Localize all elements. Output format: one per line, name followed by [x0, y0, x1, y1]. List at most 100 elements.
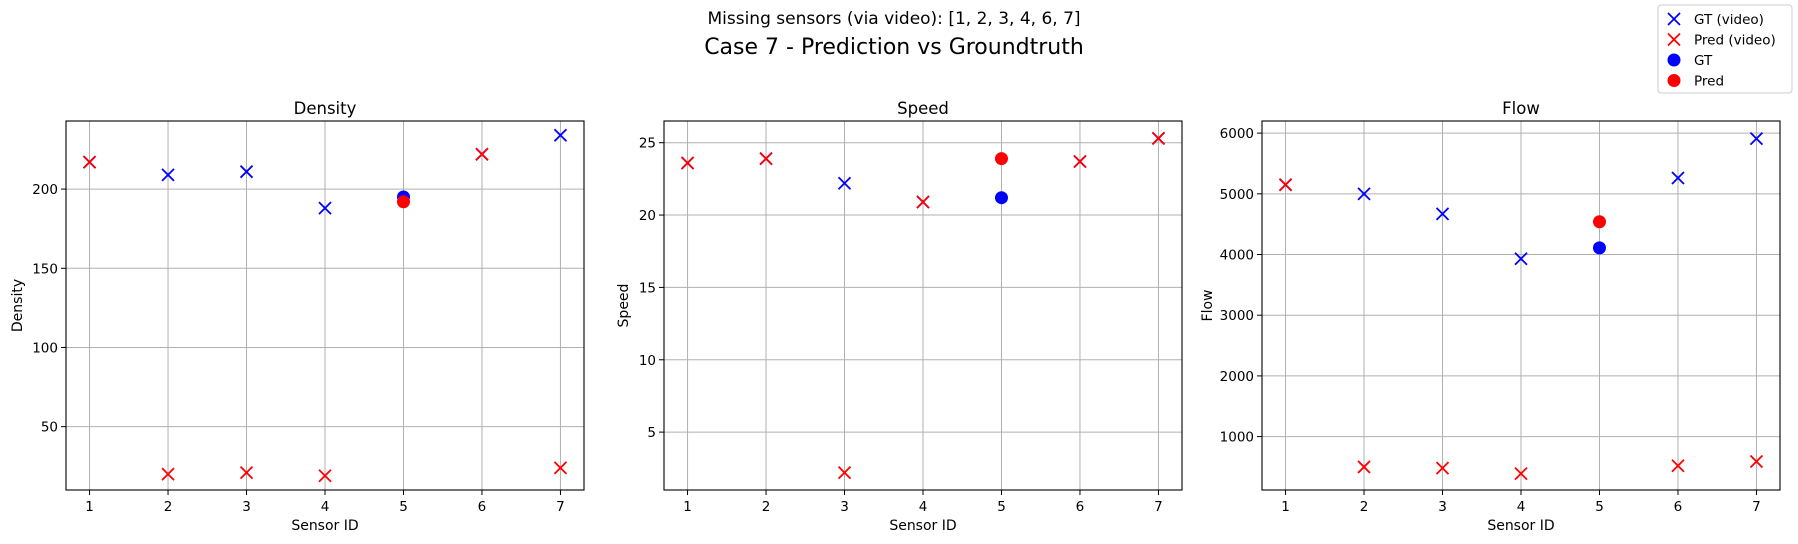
- y-tick-label: 15: [639, 280, 656, 296]
- series-gt-video: [1278, 131, 1764, 266]
- y-tick-label: 5: [647, 425, 656, 441]
- x-tick-label: 5: [997, 499, 1006, 515]
- figure-title: Case 7 - Prediction vs Groundtruth: [704, 35, 1084, 60]
- y-axis-label: Flow: [1200, 290, 1216, 322]
- legend-label: GT (video): [1694, 12, 1764, 28]
- x-tick-label: 6: [478, 499, 487, 515]
- data-point-x-marker: [318, 469, 332, 483]
- y-tick-label: 10: [639, 353, 656, 369]
- figure-suptitle: Missing sensors (via video): [1, 2, 3, 4…: [707, 9, 1080, 29]
- y-tick-label: 200: [32, 182, 58, 198]
- data-point-x-marker: [1435, 207, 1450, 221]
- data-point-x-marker: [553, 461, 568, 475]
- x-tick-label: 7: [1154, 499, 1163, 515]
- data-point-x-marker: [475, 147, 489, 161]
- legend-entry: GT: [1667, 53, 1713, 69]
- data-point-x-marker: [1514, 466, 1528, 481]
- x-tick-label: 1: [85, 499, 94, 515]
- data-point-x-marker: [161, 168, 175, 182]
- y-tick-label: 1000: [1220, 430, 1254, 446]
- series-pred-video: [82, 147, 568, 483]
- y-tick-label: 2000: [1220, 369, 1254, 385]
- data-point-x-marker: [1514, 252, 1528, 266]
- series-pred-video: [680, 131, 1166, 480]
- legend-x-marker: [1667, 32, 1681, 47]
- data-point-dot: [1592, 215, 1606, 229]
- axes-frame: [65, 120, 585, 491]
- subplot-flow: 1 2 3 4 5 6 7 1000 2000 3000 4000 5000 6000 Flow Senso…: [1200, 99, 1781, 534]
- series-pred: [994, 152, 1008, 166]
- y-tick-label: 4000: [1220, 248, 1254, 264]
- x-tick-label: 2: [762, 499, 771, 515]
- x-tick-label: 5: [399, 499, 408, 515]
- x-axis-label: Sensor ID: [1487, 518, 1554, 534]
- series-gt: [994, 191, 1008, 205]
- x-tick-label: 3: [840, 499, 849, 515]
- series-pred-video: [1278, 178, 1764, 481]
- y-tick-label: 3000: [1220, 308, 1254, 324]
- legend-label: Pred (video): [1694, 33, 1776, 49]
- x-tick-label: 7: [1752, 499, 1761, 515]
- y-tick-label: 20: [639, 208, 656, 224]
- data-point-x-marker: [1151, 131, 1166, 146]
- y-tick-label: 6000: [1220, 126, 1254, 142]
- series-pred: [1592, 215, 1606, 229]
- legend: GT (video) Pred (video) GT Pred: [1657, 4, 1793, 94]
- subplot-title: Density: [294, 99, 357, 118]
- data-point-x-marker: [1749, 131, 1764, 146]
- x-tick-label: 2: [164, 499, 173, 515]
- x-tick-label: 2: [1360, 499, 1369, 515]
- data-point-x-marker: [916, 195, 930, 209]
- data-point-x-marker: [680, 156, 695, 170]
- data-point-x-marker: [1671, 171, 1685, 185]
- legend-entry: GT (video): [1667, 12, 1764, 28]
- legend-dot-marker: [1667, 53, 1681, 67]
- legend-entry: Pred (video): [1667, 32, 1776, 49]
- data-point-x-marker: [1435, 461, 1450, 475]
- data-point-dot: [994, 152, 1008, 166]
- x-tick-label: 6: [1674, 499, 1683, 515]
- subplot-speed: 1 2 3 4 5 6 7 5 10 15 20 25 Speed Sensor ID Speed: [616, 99, 1183, 534]
- data-point-x-marker: [82, 155, 97, 169]
- legend-x-marker: [1667, 12, 1681, 26]
- subplot-title: Flow: [1502, 99, 1540, 118]
- data-point-x-marker: [318, 201, 332, 215]
- data-point-x-marker: [1357, 460, 1371, 474]
- axes-frame: [1261, 120, 1781, 491]
- data-point-x-marker: [759, 151, 773, 166]
- data-point-x-marker: [1749, 454, 1764, 469]
- y-tick-label: 150: [32, 261, 58, 277]
- data-point-dot: [396, 195, 410, 209]
- data-point-x-marker: [1278, 178, 1293, 192]
- x-tick-label: 4: [919, 499, 928, 515]
- data-point-x-marker: [1073, 154, 1087, 169]
- axes-frame: [663, 120, 1183, 491]
- data-point-x-marker: [1671, 459, 1685, 473]
- data-point-x-marker: [837, 465, 852, 480]
- y-axis-label: Density: [10, 279, 26, 332]
- legend-dot-marker: [1667, 74, 1681, 87]
- data-point-x-marker: [239, 165, 254, 179]
- y-axis-label: Speed: [616, 284, 632, 328]
- legend-entry: Pred: [1667, 74, 1724, 90]
- x-tick-label: 4: [1517, 499, 1526, 515]
- y-tick-label: 25: [639, 136, 656, 152]
- data-point-x-marker: [239, 465, 254, 480]
- y-tick-label: 100: [32, 340, 58, 356]
- x-tick-label: 4: [321, 499, 330, 515]
- subplot-title: Speed: [897, 99, 949, 118]
- subplot-density: 1 2 3 4 5 6 7 50 100 150 200 Density Sensor ID Densit…: [10, 99, 585, 534]
- x-tick-label: 7: [556, 499, 565, 515]
- data-point-x-marker: [161, 467, 175, 481]
- x-axis-label: Sensor ID: [291, 518, 358, 534]
- y-tick-label: 50: [41, 420, 58, 436]
- data-point-x-marker: [837, 176, 852, 190]
- x-tick-label: 5: [1595, 499, 1604, 515]
- x-tick-label: 3: [242, 499, 251, 515]
- legend-box: [1657, 4, 1793, 94]
- data-point-x-marker: [1357, 187, 1371, 201]
- x-tick-label: 1: [683, 499, 692, 515]
- x-axis-label: Sensor ID: [889, 518, 956, 534]
- legend-label: Pred: [1694, 74, 1724, 90]
